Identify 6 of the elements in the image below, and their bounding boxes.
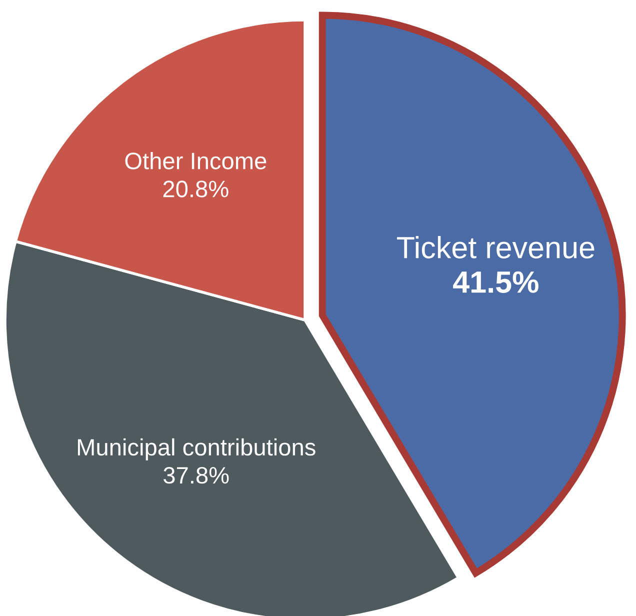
slice-label: Other Income	[125, 152, 266, 170]
data-label: 20.8%	[163, 180, 228, 198]
slice-label: Ticket revenue	[396, 236, 594, 258]
slice-label: Municipal contributions	[78, 438, 316, 460]
data-label: 41.5%	[453, 271, 538, 293]
data-label: 37.8%	[164, 466, 229, 484]
